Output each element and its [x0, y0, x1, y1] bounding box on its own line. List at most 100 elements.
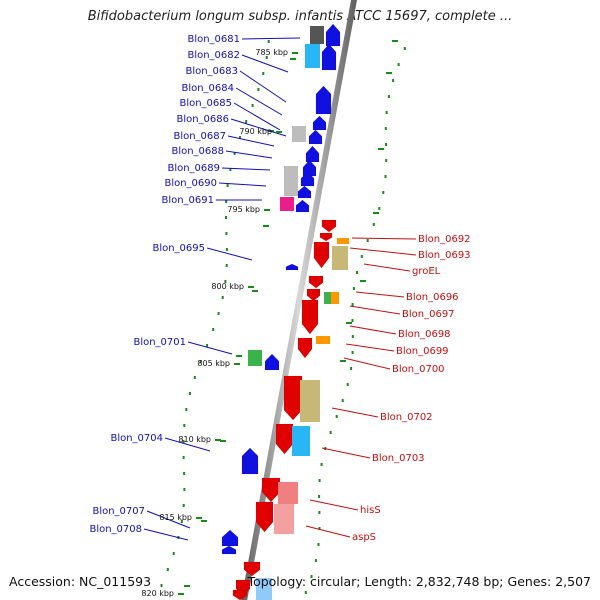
feature-arrow[interactable] — [312, 115, 327, 131]
feature-arrow[interactable] — [315, 85, 332, 115]
gene-label-right[interactable]: Blon_0698 — [398, 329, 451, 340]
gene-label-left[interactable]: Blon_0707 — [92, 506, 145, 517]
gene-label-right[interactable]: Blon_0699 — [396, 346, 449, 357]
feature-arrow[interactable] — [297, 337, 313, 359]
feature-box[interactable] — [248, 350, 262, 366]
kbp-label: 795 kbp — [227, 205, 260, 214]
feature-arrow[interactable] — [295, 199, 310, 213]
map-title: Bifidobacterium longum subsp. infantis A… — [87, 9, 513, 24]
gene-label-right[interactable]: Blon_0693 — [418, 250, 471, 261]
feature-arrow[interactable] — [255, 501, 274, 533]
gc-dot — [314, 559, 317, 562]
feature-box[interactable] — [337, 238, 349, 244]
feature-arrow[interactable] — [305, 145, 320, 163]
feature-arrow[interactable] — [221, 529, 239, 547]
gene-label-right[interactable]: Blon_0696 — [406, 292, 459, 303]
feature-arrow[interactable] — [241, 447, 259, 475]
feature-arrow[interactable] — [300, 171, 315, 187]
feature-arrow[interactable] — [321, 219, 337, 233]
feature-arrow[interactable] — [221, 545, 237, 555]
feature-arrow[interactable] — [308, 275, 324, 289]
gene-label-left[interactable]: Blon_0682 — [187, 50, 240, 61]
feature-arrow[interactable] — [313, 241, 330, 269]
gene-label-right[interactable]: Blon_0700 — [392, 364, 445, 375]
feature-arrow[interactable] — [319, 232, 333, 242]
gene-label-left[interactable]: Blon_0708 — [89, 524, 142, 535]
feature-arrow[interactable] — [308, 129, 323, 145]
feature-arrow[interactable] — [264, 353, 280, 371]
feature-box[interactable] — [274, 504, 294, 534]
feature-box[interactable] — [332, 246, 348, 270]
gene-label-right[interactable]: groEL — [412, 266, 441, 277]
kbp-label: 800 kbp — [211, 282, 244, 291]
gene-label-left[interactable]: Blon_0685 — [179, 98, 232, 109]
gc-dot — [403, 47, 406, 50]
feature-box[interactable] — [256, 578, 272, 600]
gene-label-left[interactable]: Blon_0695 — [152, 243, 205, 254]
feature-box[interactable] — [310, 26, 324, 44]
gene-labels[interactable]: Blon_0681 Blon_0682 Blon_0683 Blon_0684 Blon… — [89, 34, 470, 543]
gene-label-left[interactable]: Blon_0683 — [185, 66, 238, 77]
feature-arrow[interactable] — [275, 423, 294, 455]
feature-arrow[interactable] — [285, 263, 299, 271]
gene-label-right[interactable]: Blon_0703 — [372, 453, 425, 464]
gc-peak-mark — [236, 355, 242, 357]
gene-label-left[interactable]: Blon_0690 — [164, 178, 217, 189]
feature-arrow[interactable] — [306, 288, 321, 302]
feature-box[interactable] — [284, 166, 298, 196]
feature-box[interactable] — [280, 197, 294, 211]
gene-label-left[interactable]: Blon_0689 — [167, 163, 220, 174]
feature-arrow[interactable] — [261, 477, 281, 503]
feature-arrow[interactable] — [302, 159, 317, 177]
feature-box[interactable] — [331, 292, 339, 304]
gc-dot — [385, 159, 388, 162]
label-connector — [227, 135, 275, 147]
feature-arrow[interactable] — [297, 185, 312, 199]
gene-label-left[interactable]: Blon_0687 — [173, 131, 226, 142]
label-connector — [218, 182, 267, 187]
kbp-tick — [276, 131, 282, 133]
gene-label-left[interactable]: Blon_0704 — [110, 433, 163, 444]
gc-dot — [318, 495, 321, 498]
gene-label-left[interactable]: Blon_0684 — [181, 83, 234, 94]
feature-arrow[interactable] — [301, 299, 319, 335]
feature-arrow[interactable] — [232, 589, 248, 600]
gc-peak-mark — [360, 280, 366, 282]
gene-label-right[interactable]: aspS — [352, 532, 376, 543]
kbp-tick — [264, 209, 270, 211]
gc-dot — [229, 168, 232, 171]
gc-peak-mark — [392, 40, 398, 42]
gene-label-right[interactable]: Blon_0692 — [418, 234, 471, 245]
feature-box[interactable] — [292, 426, 310, 456]
feature-arrow[interactable] — [321, 43, 337, 71]
gc-dot — [384, 175, 387, 178]
gc-dot — [262, 72, 265, 75]
kbp-ruler: 785 kbp 790 kbp 795 kbp 800 kbp 805 kbp 810 k… — [141, 48, 298, 598]
gene-label-right[interactable]: Blon_0697 — [402, 309, 455, 320]
label-connector — [363, 263, 411, 272]
feature-arrow[interactable] — [325, 23, 341, 47]
gene-label-left[interactable]: Blon_0691 — [161, 195, 214, 206]
gene-label-left[interactable]: Blon_0688 — [171, 146, 224, 157]
gc-dot — [217, 312, 220, 315]
feature-box[interactable] — [305, 44, 320, 68]
feature-track[interactable] — [221, 23, 349, 600]
feature-box[interactable] — [278, 482, 298, 504]
feature-arrow[interactable] — [283, 375, 303, 421]
gc-dot — [382, 191, 385, 194]
feature-box[interactable] — [316, 336, 330, 344]
feature-box[interactable] — [300, 380, 320, 422]
gc-dot — [320, 463, 323, 466]
gene-label-right[interactable]: Blon_0702 — [380, 412, 433, 423]
gc-dot — [310, 575, 313, 578]
feature-box[interactable] — [324, 292, 331, 304]
gene-label-left[interactable]: Blon_0701 — [133, 337, 186, 348]
gc-dot — [346, 383, 349, 386]
gene-label-right[interactable]: hisS — [360, 505, 381, 516]
gc-peak-mark — [184, 585, 190, 587]
gene-label-left[interactable]: Blon_0681 — [187, 34, 240, 45]
feature-box[interactable] — [292, 126, 306, 142]
feature-arrow[interactable] — [243, 561, 261, 577]
gene-label-left[interactable]: Blon_0686 — [176, 114, 229, 125]
